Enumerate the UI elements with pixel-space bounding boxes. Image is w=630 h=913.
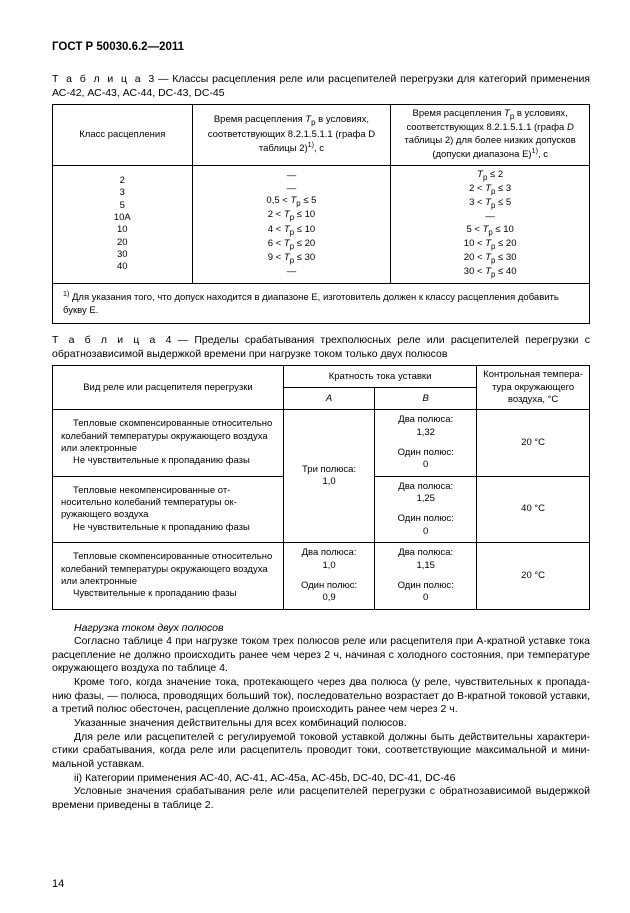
t4-hB: В bbox=[375, 388, 477, 410]
t3-h3c: таблицы 2) для более низких допусков (до… bbox=[405, 135, 576, 161]
t4-T2: 40 °С bbox=[477, 476, 590, 542]
t4-h3: Контрольная темпера­тура окружающего воз… bbox=[477, 366, 590, 410]
doc-header: ГОСТ Р 50030.6.2—2011 bbox=[52, 40, 590, 55]
table3: Класс расцепления Время расцепления Tp в… bbox=[52, 104, 590, 324]
t3-h2: Время расцепления Tp в условиях, соответ… bbox=[192, 105, 391, 165]
table4-caption-prefix: Т а б л и ц а bbox=[52, 334, 166, 346]
t4-r3: Тепловые скомпенсированные отно­сительно… bbox=[53, 543, 284, 609]
t4-B1a: Два полюса: 1,32 bbox=[381, 414, 470, 439]
t3-cls-0: 2 bbox=[59, 175, 186, 187]
t3-cls-7: 40 bbox=[59, 261, 186, 273]
t4-B2a: Два полюса: 1,25 bbox=[381, 481, 470, 506]
t4-B2: Два полюса: 1,25 Один полюс: 0 bbox=[375, 476, 477, 542]
t3-h3a: Время расцепления bbox=[413, 108, 504, 119]
table3-caption-prefix: Т а б л и ц а bbox=[52, 73, 148, 85]
t4-B1b: Один полюс: 0 bbox=[381, 447, 470, 472]
t3-mid-4: 4 < Tp ≤ 10 bbox=[199, 224, 385, 238]
p0: Нагрузка током двух полюсов bbox=[52, 622, 590, 636]
t4-r1-2: Не чувствительные к пропаданию фазы bbox=[61, 455, 275, 467]
t3-mid-2: 0,5 < Tp ≤ 5 bbox=[199, 195, 385, 209]
t4-h1: Вид реле или расцепителя перегрузки bbox=[53, 366, 284, 410]
t3-right-1: 2 < Tp ≤ 3 bbox=[397, 183, 583, 197]
t4-A3b: Один полюс: 0,9 bbox=[290, 580, 368, 605]
t3-mid-1: — bbox=[199, 183, 385, 195]
t3-mid: — — 0,5 < Tp ≤ 5 2 < Tp ≤ 10 4 < Tp ≤ 10… bbox=[192, 165, 391, 284]
t4-A3a: Два полюса: 1,0 bbox=[290, 547, 368, 572]
t3-right-5: 10 < Tp ≤ 20 bbox=[397, 238, 583, 252]
t3-mid-7: — bbox=[199, 266, 385, 278]
t3-cls-5: 20 bbox=[59, 237, 186, 249]
t4-hB-i: В bbox=[423, 393, 429, 404]
t3-mid-6: 9 < Tp ≤ 30 bbox=[199, 252, 385, 266]
t4-r2-2: Не чувствительные к пропаданию фазы bbox=[61, 522, 275, 534]
t3-footnote-text: Для указания того, что допуск находится … bbox=[63, 292, 559, 315]
t4-A3: Два полюса: 1,0 Один полюс: 0,9 bbox=[283, 543, 374, 609]
t3-right-0: Tp ≤ 2 bbox=[397, 169, 583, 183]
t4-hA: А bbox=[283, 388, 374, 410]
t4-B1: Два полюса: 1,32 Один полюс: 0 bbox=[375, 410, 477, 476]
t3-right-6: 20 < Tp ≤ 30 bbox=[397, 252, 583, 266]
t4-B3: Два полюса: 1,15 Один полюс: 0 bbox=[375, 543, 477, 609]
t4-B2b: Один полюс: 0 bbox=[381, 513, 470, 538]
t3-cls-6: 30 bbox=[59, 249, 186, 261]
p0-i: Нагрузка током двух полюсов bbox=[74, 622, 223, 634]
table3-caption: Т а б л и ц а 3 — Классы расцепления рел… bbox=[52, 73, 590, 100]
t3-cls-4: 10 bbox=[59, 224, 186, 236]
t3-right-2: 3 < Tp ≤ 5 bbox=[397, 197, 583, 211]
t3-cls-1: 3 bbox=[59, 187, 186, 199]
t3-cls-3: 10А bbox=[59, 212, 186, 224]
table4-caption: Т а б л и ц а 4 — Пределы срабатывания т… bbox=[52, 334, 590, 361]
t3-h3d: , с bbox=[538, 149, 548, 160]
t3-h2a: Время расцепления bbox=[214, 114, 305, 125]
t3-h1: Класс расцепления bbox=[53, 105, 193, 165]
t4-r3-1: Тепловые скомпенсированные отно­сительно… bbox=[61, 551, 275, 588]
t3-right-3: — bbox=[397, 211, 583, 223]
p6: Условные значения срабатывания реле или … bbox=[52, 785, 590, 812]
p1: Согласно таблице 4 при нагрузке током тр… bbox=[52, 635, 590, 676]
t3-mid-5: 6 < Tp ≤ 20 bbox=[199, 238, 385, 252]
t4-h2: Кратность тока уставки bbox=[283, 366, 476, 388]
t3-right: Tp ≤ 2 2 < Tp ≤ 3 3 < Tp ≤ 5 — 5 < Tp ≤ … bbox=[391, 165, 590, 284]
p2: Кроме того, когда значение тока, протека… bbox=[52, 676, 590, 717]
t4-A12: Три полюса: 1,0 bbox=[283, 410, 374, 543]
t3-footnote: 1) Для указания того, что допуск находит… bbox=[53, 284, 590, 324]
t4-T1: 20 °С bbox=[477, 410, 590, 476]
t4-B3a: Два полюса: 1,15 bbox=[381, 547, 470, 572]
t3-right-7: 30 < Tp ≤ 40 bbox=[397, 266, 583, 280]
t4-B3b: Один полюс: 0 bbox=[381, 580, 470, 605]
t4-T3: 20 °С bbox=[477, 543, 590, 609]
t4-r2: Тепловые некомпенсированные от­носительн… bbox=[53, 476, 284, 542]
t3-classes: 2 3 5 10А 10 20 30 40 bbox=[53, 165, 193, 284]
t4-r1-1: Тепловые скомпенсированные отно­сительно… bbox=[61, 418, 275, 455]
page-number: 14 bbox=[52, 877, 64, 891]
t3-cls-2: 5 bbox=[59, 200, 186, 212]
t3-mid-0: — bbox=[199, 170, 385, 182]
t4-r1: Тепловые скомпенсированные отно­сительно… bbox=[53, 410, 284, 476]
t4-hA-i: А bbox=[326, 393, 332, 404]
t3-h2c: , с bbox=[314, 143, 324, 154]
body-text: Нагрузка током двух полюсов Согласно таб… bbox=[52, 622, 590, 813]
p3: Указанные значения действительны для все… bbox=[52, 717, 590, 731]
table4: Вид реле или расцепителя перегрузки Крат… bbox=[52, 365, 590, 609]
t3-h3: Время расцепления Tp в условиях, соответ… bbox=[391, 105, 590, 165]
t4-r3-2: Чувствительные к пропаданию фазы bbox=[61, 588, 275, 600]
t3-mid-3: 2 < Tp ≤ 10 bbox=[199, 209, 385, 223]
p5: ii) Категории применения АС-40, АС-41, А… bbox=[52, 772, 590, 786]
t4-r2-1: Тепловые некомпенсированные от­носительн… bbox=[61, 485, 275, 522]
t3-right-4: 5 < Tp ≤ 10 bbox=[397, 224, 583, 238]
p4: Для реле или расцепителей с регулируемой… bbox=[52, 731, 590, 772]
